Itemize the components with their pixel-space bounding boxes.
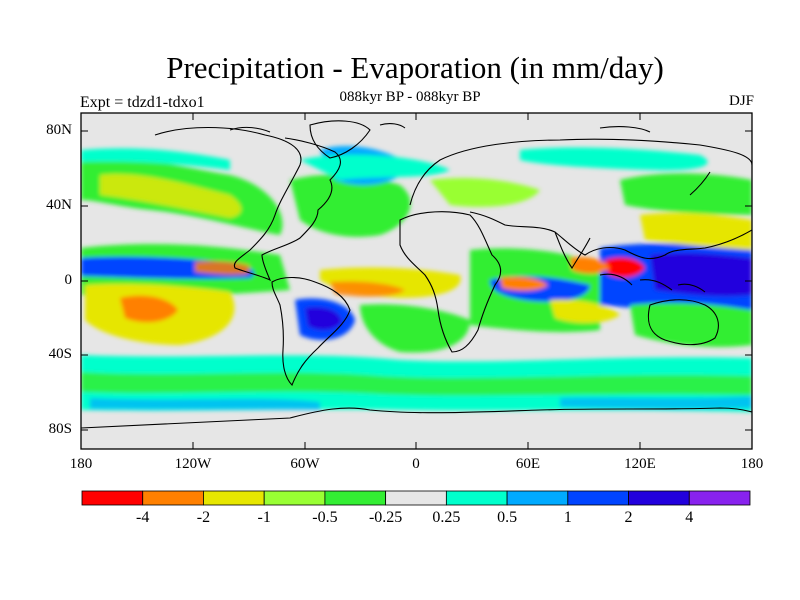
colorbar-box <box>445 490 508 506</box>
coastlines <box>81 120 752 429</box>
field-pacific-orange-north <box>195 261 250 275</box>
colorbar-box <box>688 490 751 506</box>
field-europe-green <box>430 178 540 207</box>
colorbar-label: 4 <box>685 509 694 526</box>
colorbar-box <box>506 490 569 506</box>
field-amazon-purple <box>305 307 342 331</box>
field-atlantic-orange <box>330 281 405 297</box>
ytick-label-80s: 80S <box>48 421 72 437</box>
field-south-pacific-green <box>630 302 752 347</box>
xtick-label-120e: 120E <box>624 456 656 472</box>
coast-australia <box>647 299 719 346</box>
xtick-label-60e: 60E <box>515 456 541 472</box>
colorbar-box <box>628 490 690 506</box>
colorbar-label: -2 <box>196 509 211 526</box>
colorbar-label: 1 <box>563 509 572 526</box>
field-maritime-red <box>605 257 645 278</box>
colorbar-box <box>81 490 144 506</box>
colorbar-box <box>385 490 447 506</box>
coast-north-america <box>154 127 341 282</box>
field-subtropic-pacific-orange <box>120 295 178 323</box>
coast-antarctica <box>81 407 752 429</box>
ytick-label-0: 0 <box>64 272 73 288</box>
y-axis-ticks <box>81 130 752 431</box>
colorbar-label: 0.25 <box>432 509 461 526</box>
xtick-label-120w: 120W <box>174 456 212 472</box>
field-indian-yellow <box>550 299 620 323</box>
field-north-atlantic <box>290 174 411 237</box>
field-maritime-orange <box>570 257 610 274</box>
season-label: DJF <box>728 93 754 109</box>
xtick-label-180e: 180 <box>740 456 764 472</box>
coast-greenland <box>309 120 371 159</box>
field-southern-blue2 <box>560 396 752 410</box>
field-north-atlantic-cyan <box>300 154 450 180</box>
coast-indonesia <box>599 273 706 293</box>
ytick-label-40s: 40S <box>48 346 72 362</box>
x-axis-ticks <box>80 113 753 449</box>
coast-japan <box>689 171 711 196</box>
colorbar-label: 0.5 <box>497 509 518 526</box>
xtick-label-60w: 60W <box>290 456 320 472</box>
colorbar-box <box>203 490 265 506</box>
colorbar-box <box>142 490 204 506</box>
colorbar-box <box>263 490 326 506</box>
colorbar-label: 2 <box>624 509 633 526</box>
map-area <box>81 113 752 449</box>
colorbar-box <box>567 490 629 506</box>
colorbar <box>81 490 751 506</box>
field-north-pacific-cyan <box>81 148 230 170</box>
period-label: 088kyr BP - 088kyr BP <box>339 89 481 105</box>
ytick-label-40n: 40N <box>46 197 72 213</box>
coast-south-america <box>271 276 351 386</box>
field-south-atlantic-green <box>360 304 470 353</box>
field-north-pacific-yellow <box>100 174 242 218</box>
xtick-label-0: 0 <box>412 456 420 472</box>
ytick-label-80n: 80N <box>46 122 72 138</box>
field-warm-pool-purple <box>650 252 752 297</box>
coast-arctic-islands <box>229 123 651 133</box>
colorbar-label: -0.5 <box>312 509 338 526</box>
colorbar-label: -4 <box>136 509 150 526</box>
colorbar-box <box>324 490 387 506</box>
field-west-pacific-yellow <box>640 212 752 250</box>
field-southern-blue <box>90 398 320 410</box>
coast-eurasia <box>409 138 752 260</box>
field-indian-orange <box>500 276 548 291</box>
field-southern-green <box>81 372 752 396</box>
xtick-label-180w: 180 <box>69 456 93 472</box>
colorbar-label: -0.25 <box>368 509 403 526</box>
field-north-west-pacific-green <box>620 173 752 215</box>
coast-africa <box>399 211 502 353</box>
coast-india <box>554 231 591 270</box>
colorbar-label: -1 <box>257 509 271 526</box>
experiment-label: Expt = tdzd1-tdxo1 <box>80 94 205 111</box>
field-eurasia-cyan <box>520 147 708 171</box>
figure-title: Precipitation - Evaporation (in mm/day) <box>166 50 664 85</box>
